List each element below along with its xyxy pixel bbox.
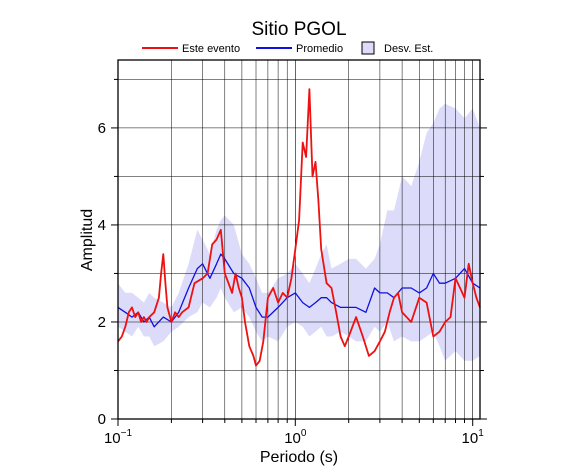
- x-axis-title: Periodo (s): [260, 449, 338, 466]
- y-tick-label: 6: [98, 120, 106, 137]
- legend-label-este-evento: Este evento: [182, 43, 240, 55]
- plot-border: [117, 59, 481, 420]
- x-tick-label: 100: [284, 428, 307, 447]
- plot-frame: [117, 59, 481, 420]
- legend-label-desv-est: Desv. Est.: [384, 43, 433, 55]
- series-line-este-evento: [117, 88, 481, 367]
- x-tick-label: 101: [462, 428, 485, 447]
- series-line-promedio: [117, 253, 481, 328]
- std-dev-band: [118, 103, 480, 361]
- x-axis-ticks: 10−1 100 101: [104, 419, 484, 447]
- legend: Este evento Promedio Desv. Est.: [142, 41, 433, 55]
- y-tick-label: 0: [98, 411, 106, 428]
- legend-swatch-desv-est: [361, 41, 375, 55]
- y-axis-ticks: 0 2 4 6: [98, 78, 487, 428]
- series-layer: [117, 88, 481, 367]
- plot-area: [117, 59, 481, 420]
- x-tick-label: 10−1: [104, 428, 133, 447]
- legend-label-promedio: Promedio: [296, 43, 343, 55]
- std-dev-band-layer: [118, 103, 480, 361]
- chart-title: Sitio PGOL: [251, 19, 346, 40]
- y-tick-label: 4: [98, 217, 106, 234]
- y-axis-title: Amplitud: [79, 209, 96, 271]
- grid-layer: [118, 60, 480, 419]
- y-tick-label: 2: [98, 314, 106, 331]
